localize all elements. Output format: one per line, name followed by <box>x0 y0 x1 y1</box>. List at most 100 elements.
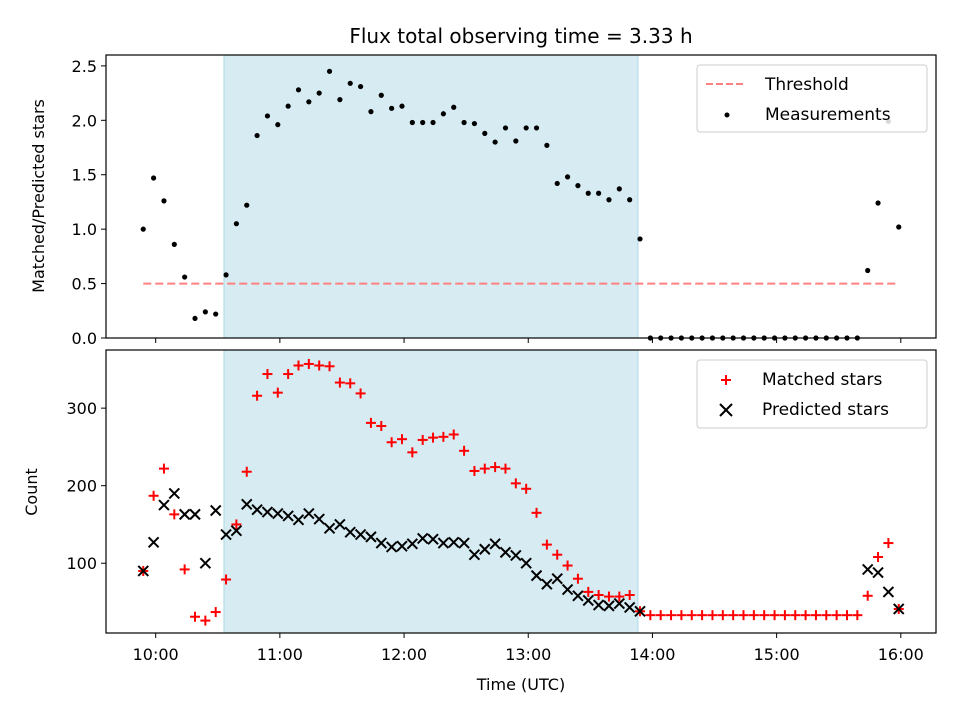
predicted-stars-point <box>861 563 874 576</box>
matched-stars-point <box>883 538 894 549</box>
predicted-stars-point <box>882 586 895 598</box>
predicted-stars-point <box>582 594 594 607</box>
x-tick-label: 10:00 <box>133 645 179 664</box>
predicted-stars-point <box>313 513 325 525</box>
matched-stars-point <box>438 431 449 442</box>
legend-threshold-label: Threshold <box>764 75 849 95</box>
matched-stars-point <box>873 552 884 563</box>
matched-stars-point <box>241 466 252 477</box>
predicted-stars-point <box>137 565 149 577</box>
x-tick-label: 13:00 <box>505 645 551 664</box>
matched-stars-point <box>231 519 242 530</box>
matched-stars-point <box>655 610 666 621</box>
predicted-stars-point <box>209 504 222 517</box>
measurements-point <box>337 97 343 103</box>
bottom-plot-frame <box>105 349 937 634</box>
matched-stars-point <box>283 369 294 380</box>
matched-stars-point <box>293 360 304 371</box>
matched-stars-point <box>345 378 356 389</box>
bottom-y-axis-label: Count <box>22 468 41 516</box>
matched-stars-point <box>334 377 345 388</box>
x-tick-label: 12:00 <box>381 645 427 664</box>
matched-stars-point <box>821 610 832 621</box>
matched-stars-point <box>521 483 532 494</box>
predicted-stars-point <box>572 590 584 602</box>
measurements-point <box>171 241 177 247</box>
predicted-stars-point <box>375 537 387 549</box>
measurements-point <box>368 109 374 115</box>
predicted-stars-point <box>261 506 274 518</box>
predicted-stars-point <box>458 537 470 549</box>
y-tick-label: 1.0 <box>72 220 97 239</box>
measurements-point <box>357 83 364 90</box>
predicted-stars-point <box>282 510 294 522</box>
predicted-stars-point <box>241 498 253 511</box>
matched-stars-point <box>645 610 656 621</box>
matched-stars-point <box>272 387 283 398</box>
predicted-stars-point <box>272 507 284 520</box>
measurements-point <box>461 119 467 126</box>
matched-stars-point <box>810 610 821 621</box>
matched-stars-point <box>386 437 397 448</box>
matched-stars-point <box>862 590 873 601</box>
matched-stars-point <box>717 610 728 621</box>
predicted-stars-point <box>530 569 543 582</box>
predicted-stars-point <box>168 487 181 500</box>
predicted-stars-point <box>437 537 450 549</box>
measurements-point <box>585 190 591 196</box>
predicted-stars-point <box>251 504 263 516</box>
legend-matched-swatch <box>721 375 731 385</box>
top-panel: 0.0 0.5 1.0 1.5 2.0 2.5 Matched/Predicted sta… <box>29 54 937 348</box>
y-tick-label: 2.5 <box>72 57 97 76</box>
measurements-point <box>244 202 250 208</box>
measurements-point <box>285 103 291 109</box>
matched-stars-point <box>428 432 439 443</box>
measurements-point <box>596 190 602 196</box>
matched-stars-point <box>459 445 470 456</box>
measurements-point <box>389 105 395 111</box>
measurements-point <box>140 226 146 232</box>
matched-stars-point <box>221 574 232 585</box>
measurements-point <box>451 104 457 110</box>
matched-stars-point <box>624 590 635 601</box>
measurements-point <box>616 186 622 192</box>
y-tick-label: 0.5 <box>72 275 97 294</box>
predicted-stars-point <box>872 566 884 579</box>
y-tick-label: 0.0 <box>72 329 97 348</box>
matched-stars-point <box>572 573 583 584</box>
predicted-stars-point <box>551 573 563 585</box>
legend-measurements-swatch <box>724 112 730 118</box>
matched-stars-point <box>779 610 790 621</box>
legend-matched-label: Matched stars <box>762 370 882 390</box>
measurements-point <box>554 180 560 187</box>
x-tick-label: 11:00 <box>257 645 303 664</box>
top-plot-frame <box>105 54 937 339</box>
matched-stars-point <box>676 610 687 621</box>
measurements-point <box>161 198 167 204</box>
matched-stars-point <box>252 390 263 401</box>
measurements-point <box>533 125 540 131</box>
matched-stars-point <box>417 434 428 445</box>
predicted-stars-point <box>344 526 356 538</box>
predicted-stars-point <box>230 524 243 537</box>
matched-stars-point <box>666 610 677 621</box>
x-tick-label: 14:00 <box>629 645 675 664</box>
predicted-stars-point <box>479 543 491 555</box>
matched-stars-point <box>593 590 604 601</box>
figure-title: Flux total observing time = 3.33 h <box>349 24 692 48</box>
measurements-point <box>223 272 229 278</box>
measurements-point <box>378 92 384 98</box>
matched-stars-point <box>500 463 511 474</box>
matched-stars-point <box>790 610 801 621</box>
predicted-stars-point <box>541 578 553 590</box>
predicted-stars-point <box>323 522 336 535</box>
top-observing-window <box>223 54 639 339</box>
measurements-point <box>627 197 633 203</box>
predicted-stars-point <box>385 541 398 553</box>
predicted-stars-point <box>510 549 522 562</box>
measurements-point <box>502 125 509 131</box>
measurements-point <box>865 267 871 274</box>
matched-stars-point <box>303 358 314 369</box>
measurements-point <box>316 90 322 96</box>
